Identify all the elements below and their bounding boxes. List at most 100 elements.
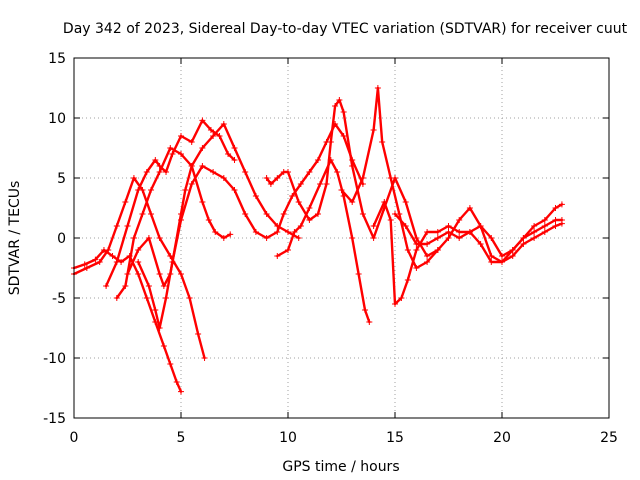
y-tick-label: -15 [43,411,66,427]
data-point [263,175,270,181]
data-point [156,325,163,331]
x-axis-label: GPS time / hours [282,459,399,475]
series-6 [135,121,366,331]
data-point [227,231,234,238]
data-point [445,223,452,229]
data-point [499,253,505,259]
series-5 [124,121,302,289]
data-point [366,319,373,325]
data-point [178,151,184,157]
data-point [173,379,180,385]
data-point [143,295,150,301]
data-point [124,271,131,277]
data-point [381,199,388,205]
y-tick-label: 15 [48,51,66,67]
data-point [374,85,381,91]
data-point [434,235,441,241]
data-point [135,247,142,253]
x-tick-label: 25 [600,430,618,446]
data-point [413,265,420,271]
data-point [199,145,206,151]
data-point [274,175,281,181]
y-tick-label: -10 [43,351,66,367]
x-tick-label: 0 [70,430,79,446]
data-point [195,331,202,337]
data-point [186,295,193,301]
data-point [558,201,565,208]
data-point [541,217,548,223]
data-point [355,271,362,277]
data-point [413,235,420,241]
data-point [231,145,238,151]
data-point [349,235,356,241]
data-point [220,121,227,127]
data-point [332,103,339,109]
data-point [488,253,495,259]
data-point [92,256,99,263]
data-point [552,223,559,229]
data-point [263,235,270,241]
data-point [509,247,516,253]
data-point [182,187,189,193]
data-point [285,229,291,235]
data-point [188,163,195,169]
data-point [231,187,238,193]
data-point [323,181,330,187]
x-tick-label: 10 [279,430,297,446]
data-point [212,229,219,235]
data-point [113,223,120,229]
data-point [160,283,167,289]
data-point [163,169,170,175]
data-point [178,133,184,139]
data-point [552,205,559,211]
x-tick-label: 20 [493,430,511,446]
series-2 [71,175,208,361]
data-point [103,283,110,289]
data-point [280,211,287,217]
data-point [96,259,103,265]
data-point [327,139,334,145]
data-point [124,223,131,229]
data-point [152,157,159,163]
data-point [362,307,369,313]
data-point [413,247,420,253]
grid-lines [74,58,609,418]
data-point [445,235,452,241]
y-tick-label: -5 [52,291,66,307]
data-point [340,133,347,139]
data-point [424,241,431,247]
data-point [456,235,463,241]
data-point [178,388,184,395]
data-point [216,133,223,139]
data-point [392,301,398,307]
data-point [392,211,398,217]
data-point [477,241,484,247]
data-point [317,181,324,187]
series-line [72,248,183,393]
data-point [295,199,302,205]
series-line [372,200,564,306]
data-point [488,235,495,241]
data-point [291,229,298,235]
data-point [289,193,296,199]
data-point [314,157,321,163]
data-point [274,253,281,259]
data-point [359,175,366,181]
data-point [424,253,431,259]
data-point [263,211,270,217]
data-point [349,163,356,169]
data-point [207,127,214,133]
data-point [130,235,137,241]
data-point [242,169,249,175]
data-point [413,241,420,247]
data-point [210,133,217,139]
data-point [477,223,484,229]
data-point [274,229,281,235]
chart-title: Day 342 of 2023, Sidereal Day-to-day VTE… [63,21,628,37]
series-line [115,146,232,300]
data-point [188,181,195,187]
data-point [327,157,334,163]
data-point [434,247,441,253]
y-tick-label: 5 [57,171,66,187]
data-point [148,211,155,217]
